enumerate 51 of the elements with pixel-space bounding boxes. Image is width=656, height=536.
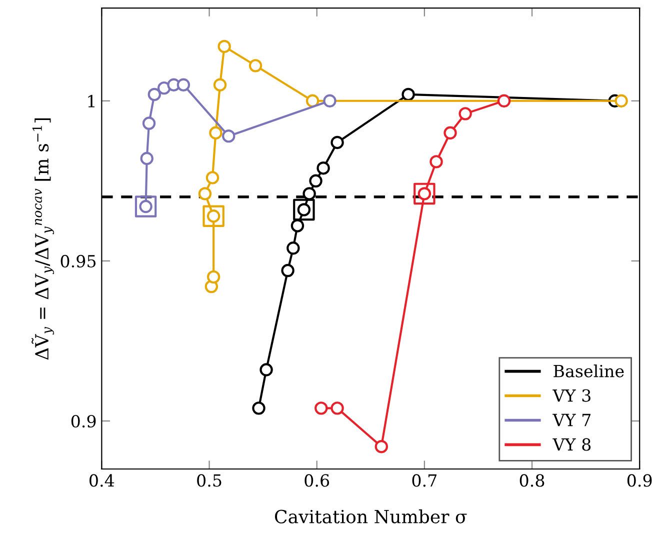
point bbox=[302, 187, 316, 200]
legend-label: VY 7 bbox=[552, 414, 590, 426]
point bbox=[374, 440, 388, 454]
point bbox=[252, 402, 266, 415]
point bbox=[330, 402, 344, 415]
point bbox=[444, 126, 457, 140]
point bbox=[293, 198, 315, 221]
x-tick-label: 0.9 bbox=[627, 474, 652, 487]
x-tick-label: 0.5 bbox=[197, 474, 222, 487]
legend-label: VY 3 bbox=[552, 389, 590, 402]
x-tick-label: 0.6 bbox=[304, 474, 330, 487]
point bbox=[430, 155, 443, 168]
legend-label: Baseline bbox=[554, 364, 624, 378]
point bbox=[140, 152, 154, 166]
point bbox=[330, 136, 344, 150]
point bbox=[309, 174, 322, 188]
point bbox=[281, 264, 294, 278]
point bbox=[142, 116, 156, 130]
point bbox=[248, 59, 262, 72]
point bbox=[202, 205, 224, 227]
legend-label: VY 8 bbox=[552, 438, 591, 451]
point bbox=[316, 161, 330, 175]
point bbox=[218, 40, 231, 54]
point bbox=[134, 196, 157, 218]
point bbox=[206, 270, 220, 284]
point bbox=[198, 187, 212, 200]
point bbox=[497, 94, 511, 108]
point bbox=[206, 171, 220, 184]
point bbox=[209, 126, 222, 140]
x-tick-label: 0.4 bbox=[90, 474, 114, 487]
y-tick-label: 0.9 bbox=[71, 414, 96, 428]
point bbox=[157, 81, 171, 95]
point bbox=[314, 402, 328, 415]
point bbox=[286, 242, 300, 255]
x-axis-title: Cavitation Number σ bbox=[274, 509, 467, 524]
point bbox=[213, 78, 227, 92]
text: ΔṼ$_{y}$ = ΔV$_{y}$/ΔV$_{y}$$^{nocav}$ [m s$^{−1}$] bbox=[32, 118, 54, 360]
point bbox=[458, 107, 472, 120]
y-tick-label: 1 bbox=[88, 94, 94, 108]
x-tick-label: 0.8 bbox=[520, 474, 544, 487]
x-tick-label: 0.7 bbox=[412, 474, 436, 487]
point bbox=[306, 94, 320, 108]
point bbox=[290, 219, 304, 232]
point bbox=[148, 88, 161, 102]
point bbox=[260, 363, 273, 376]
point bbox=[222, 129, 236, 143]
point bbox=[402, 88, 415, 102]
y-tick-label: 0.95 bbox=[60, 254, 96, 268]
point bbox=[614, 94, 628, 108]
point bbox=[323, 94, 336, 108]
point bbox=[176, 78, 190, 92]
